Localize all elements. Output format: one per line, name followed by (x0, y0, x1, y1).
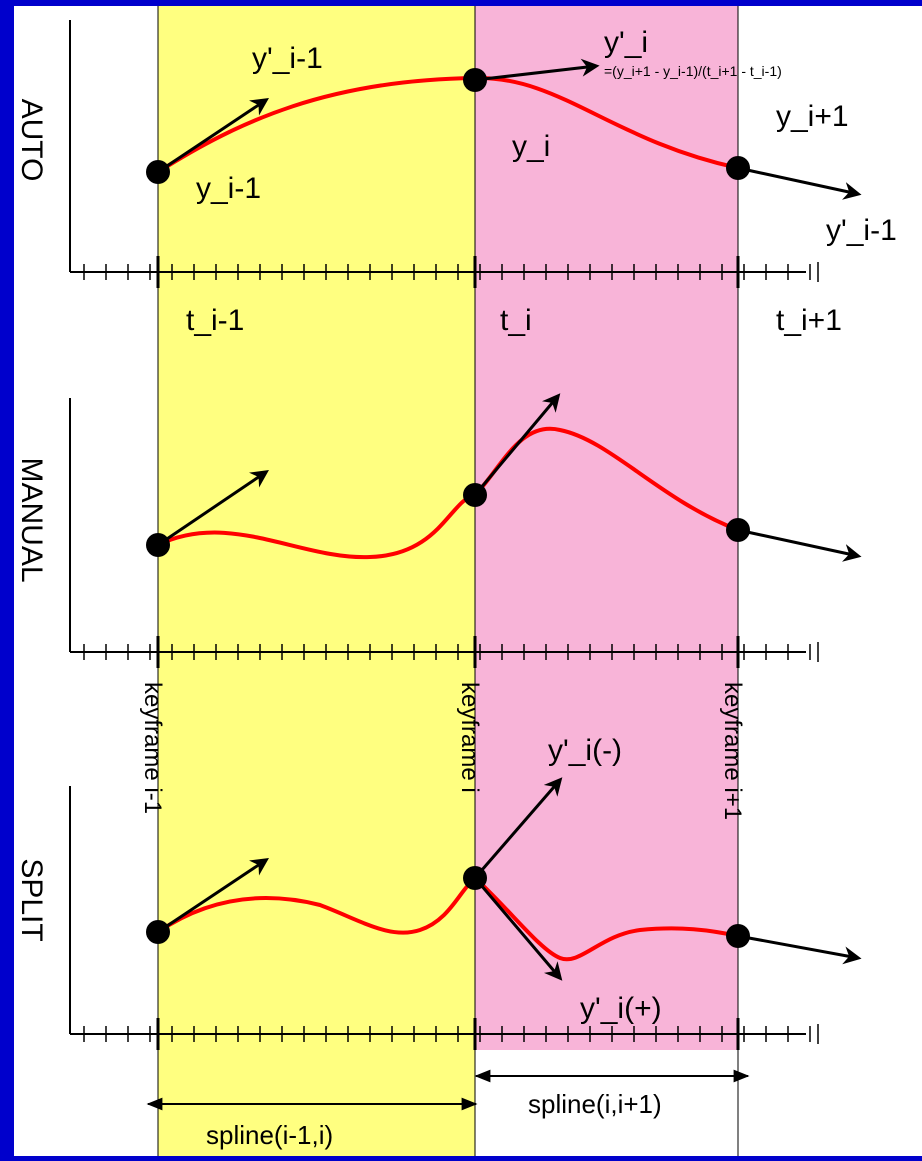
label-slope-next: y'_i-1 (826, 214, 897, 247)
tangent-arrow-icon (737, 528, 862, 562)
label-value-next: y_i+1 (776, 100, 849, 133)
keyframe-label-i: keyframe i (456, 682, 483, 793)
panel-title-split: SPLIT (15, 858, 48, 941)
keyframe-label-next: keyframe i+1 (719, 682, 746, 820)
time-axis-split (70, 1018, 819, 1050)
keyframe-dot-icon (146, 160, 170, 184)
keyframe-dot-icon (146, 920, 170, 944)
spline-label-next: spline(i,i+1) (528, 1089, 662, 1119)
time-label-i: t_i (500, 304, 532, 337)
time-label-prev: t_i-1 (186, 304, 244, 337)
tangent-arrow-icon (473, 877, 563, 981)
label-slope-prev: y'_i-1 (252, 42, 323, 75)
time-axis-auto (70, 256, 819, 288)
keyframe-dot-icon (463, 866, 487, 890)
spline-label-prev: spline(i-1,i) (206, 1120, 333, 1150)
yellow-band (158, 6, 475, 1156)
keyframe-dot-icon (726, 156, 750, 180)
panel-title-manual: MANUAL (15, 457, 48, 582)
tangent-arrow-icon (157, 469, 269, 547)
time-axis-manual (70, 636, 819, 668)
keyframe-dot-icon (463, 68, 487, 92)
panel-auto: AUTO y'_i-1 y_i-1 y'_i =(y_i+1 - y_i-1)/… (15, 20, 897, 337)
label-slope-minus: y'_i(-) (548, 734, 622, 767)
panel-manual: MANUAL (15, 393, 862, 668)
tangent-arrow-icon (737, 166, 862, 200)
keyframe-dot-icon (463, 483, 487, 507)
tangent-arrow-icon (474, 58, 600, 82)
label-value-i: y_i (512, 130, 550, 163)
label-value-prev: y_i-1 (196, 172, 261, 205)
label-slope-plus: y'_i(+) (580, 992, 662, 1025)
tangent-arrow-icon (737, 934, 862, 965)
panel-title-auto: AUTO (15, 99, 48, 182)
tangent-arrow-icon (157, 858, 269, 934)
pink-band (475, 6, 738, 1050)
label-slope-i: y'_i (604, 26, 648, 59)
keyframe-dot-icon (146, 533, 170, 557)
keyframe-label-prev: keyframe i-1 (139, 682, 166, 814)
time-label-next: t_i+1 (776, 304, 842, 337)
panel-split: SPLIT y'_i(-) y'_i(+) (15, 734, 862, 1050)
tangent-arrow-icon (157, 98, 269, 174)
tangent-arrow-icon (473, 777, 563, 879)
label-slope-formula: =(y_i+1 - y_i-1)/(t_i+1 - t_i-1) (604, 63, 782, 79)
keyframe-dot-icon (726, 518, 750, 542)
keyframe-dot-icon (726, 924, 750, 948)
tangent-arrow-icon (473, 393, 561, 496)
